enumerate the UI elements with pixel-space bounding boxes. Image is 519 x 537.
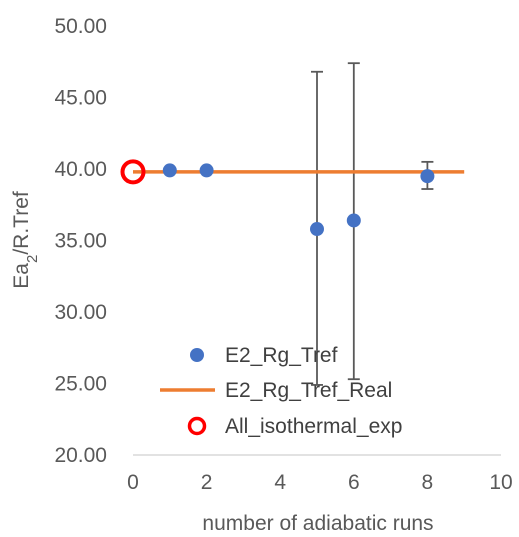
y-tick-label: 35.00 [54,230,107,253]
y-axis-title: Ea2/R.Tref [10,191,41,289]
legend-label: E2_Rg_Tref [225,344,338,367]
y-axis-title-main: Ea [10,263,33,289]
legend-entry: All_isothermal_exp [187,415,402,438]
x-tick-label: 8 [422,471,434,494]
data-point [162,163,177,178]
y-axis-title-subscript: 2 [24,255,41,263]
x-axis-title: number of adiabatic runs [202,512,433,535]
y-tick-label: 30.00 [54,301,107,324]
legend-entry: E2_Rg_Tref [190,344,338,367]
data-points [120,159,435,237]
legend-marker-open-circle [187,416,207,436]
x-tick-label: 10 [489,471,512,494]
y-tick-label: 50.00 [54,15,107,38]
legend: E2_Rg_Tref E2_Rg_Tref_Real All_isothermal_… [160,344,402,438]
legend-label: E2_Rg_Tref_Real [225,379,392,402]
data-point [346,213,361,228]
y-tick-label: 25.00 [54,373,107,396]
x-tick-label: 2 [201,471,213,494]
isothermal-marker [120,159,146,185]
error-bars [311,62,434,386]
data-point [310,222,324,237]
legend-label: All_isothermal_exp [225,415,402,438]
legend-marker-circle [190,348,204,362]
x-tick-label: 6 [348,471,360,494]
data-point [199,163,214,178]
x-tick-label: 4 [274,471,286,494]
y-tick-label: 45.00 [54,87,107,110]
legend-entry: E2_Rg_Tref_Real [160,379,392,402]
data-point [420,169,435,184]
x-tick-label: 0 [127,471,139,494]
y-tick-label: 20.00 [54,444,107,467]
y-axis-title-rest: /R.Tref [10,191,33,255]
y-tick-label: 40.00 [54,158,107,181]
x-tick-labels: 0 2 4 6 8 10 [127,471,513,494]
y-tick-labels: 20.00 25.00 30.00 35.00 40.00 45.00 50.00 [54,15,107,467]
